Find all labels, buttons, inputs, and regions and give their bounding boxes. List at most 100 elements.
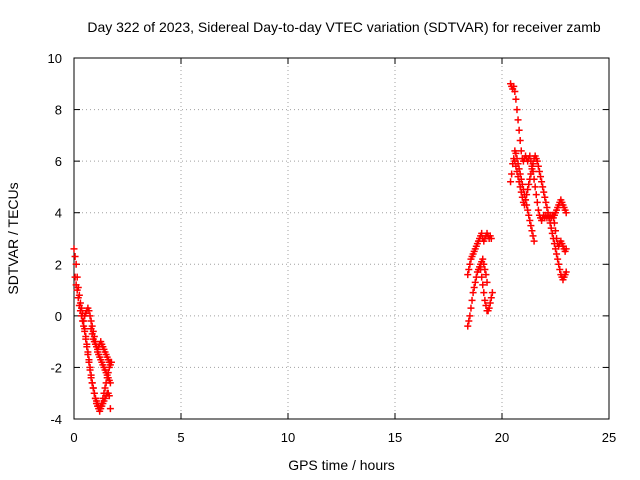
data-point [485, 304, 493, 312]
data-point [88, 379, 96, 387]
data-point [517, 175, 525, 183]
data-point [87, 325, 95, 333]
data-point [539, 183, 547, 191]
y-tick-label: 6 [55, 154, 62, 169]
x-axis-label: GPS time / hours [288, 457, 395, 473]
data-point [482, 271, 490, 279]
data-point [73, 286, 81, 294]
data-point [76, 307, 84, 315]
data-point [72, 281, 80, 289]
data-point [87, 317, 95, 325]
x-tick-label: 25 [602, 430, 616, 445]
data-point [526, 216, 534, 224]
y-tick-label: 2 [55, 257, 62, 272]
data-point [486, 299, 494, 307]
data-point [515, 165, 523, 173]
data-point [464, 322, 472, 330]
data-point [519, 186, 527, 194]
series-segment-11 [549, 211, 570, 255]
data-point [538, 178, 546, 186]
data-point [465, 317, 473, 325]
data-point [86, 312, 94, 320]
data-point [526, 175, 534, 183]
data-point [511, 88, 519, 96]
data-point [479, 255, 487, 263]
data-point [535, 167, 543, 175]
x-tick-label: 10 [281, 430, 295, 445]
data-point [534, 162, 542, 170]
data-point [466, 312, 474, 320]
data-point [98, 400, 106, 408]
data-point [525, 180, 533, 188]
data-point [562, 209, 570, 217]
data-point [79, 317, 87, 325]
y-tick-label: -2 [50, 360, 62, 375]
data-point [82, 335, 90, 343]
grid [74, 58, 609, 419]
data-point [86, 366, 94, 374]
data-point [477, 265, 485, 273]
data-point [512, 149, 520, 157]
data-point [507, 178, 515, 186]
data-point [530, 237, 538, 245]
data-point [71, 253, 79, 261]
data-point [464, 271, 472, 279]
data-point [527, 222, 535, 230]
data-point [545, 214, 553, 222]
data-point [106, 405, 114, 413]
data-point [527, 170, 535, 178]
data-point [70, 245, 78, 253]
data-point [550, 219, 558, 227]
data-point [89, 384, 97, 392]
series-segment-10 [511, 147, 538, 245]
data-point [517, 147, 525, 155]
data-point [525, 211, 533, 219]
series-segment-2 [71, 273, 114, 413]
series-segment-4 [87, 325, 115, 369]
y-tick-label: 0 [55, 309, 62, 324]
y-tick-label: -4 [50, 412, 62, 427]
data-point [520, 191, 528, 199]
x-tick-label: 20 [495, 430, 509, 445]
data-point [540, 188, 548, 196]
data-point [515, 126, 523, 134]
data-point [562, 268, 570, 276]
data-point [467, 304, 475, 312]
data-point [100, 389, 108, 397]
data-point [523, 201, 531, 209]
data-point [529, 232, 537, 240]
data-point [471, 278, 479, 286]
data-point [72, 260, 80, 268]
data-point [514, 160, 522, 168]
data-point [80, 322, 88, 330]
data-point [514, 116, 522, 124]
data-point [537, 173, 545, 181]
data-point [469, 289, 477, 297]
data-point [487, 235, 495, 242]
data-point [483, 278, 491, 286]
data-point [541, 193, 549, 201]
data-point [531, 183, 539, 191]
data-point [480, 260, 488, 268]
data-point [508, 170, 516, 178]
data-point [71, 273, 79, 281]
data-point [510, 82, 518, 90]
data-point [470, 283, 478, 291]
data-point [553, 250, 561, 258]
data-point [554, 255, 562, 263]
series-segment-7 [477, 265, 496, 315]
data-point [532, 191, 540, 199]
data-point [533, 157, 541, 165]
data-point [556, 265, 564, 273]
data-point [512, 95, 520, 103]
data-point [99, 394, 107, 402]
data-point [85, 307, 93, 315]
data-point [543, 204, 551, 212]
data-point [542, 198, 550, 206]
data-points [70, 80, 570, 415]
y-tick-label: 10 [48, 51, 62, 66]
data-point [528, 227, 536, 235]
data-point [468, 296, 476, 304]
data-point [528, 165, 536, 173]
